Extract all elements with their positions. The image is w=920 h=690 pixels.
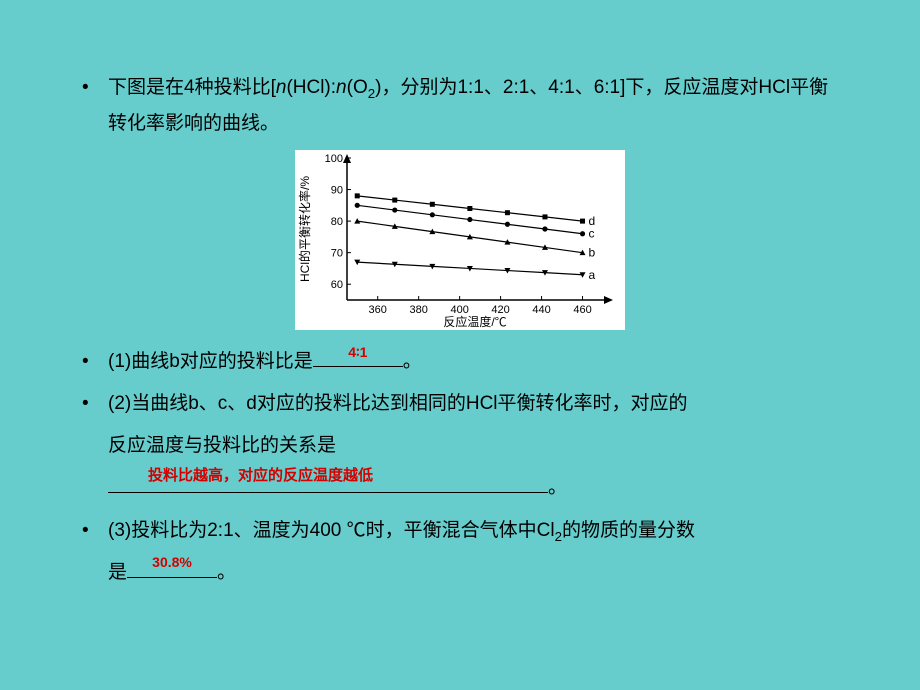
q2-text1: (2)当曲线b、c、d对应的投料比达到相同的HCl平衡转化率时，对应的: [108, 386, 840, 422]
q3-line1: • (3)投料比为2:1、温度为400 ℃时，平衡混合气体中Cl2的物质的量分数: [80, 513, 840, 549]
svg-text:b: b: [589, 246, 596, 260]
svg-text:90: 90: [331, 185, 343, 197]
q2-blank-line: 投料比越高，对应的反应温度越低。: [108, 470, 840, 506]
q2-blank: 投料比越高，对应的反应温度越低: [108, 473, 548, 494]
q2-end: 。: [548, 477, 567, 498]
svg-text:100: 100: [325, 153, 343, 165]
intro-n1: n: [276, 77, 287, 98]
q3-answer: 30.8%: [152, 549, 192, 576]
q1-text: (1)曲线b对应的投料比是4∶1。: [108, 344, 840, 380]
svg-text:460: 460: [573, 304, 591, 316]
svg-text:反应温度/℃: 反应温度/℃: [443, 314, 506, 329]
q3-1b: 的物质的量分数: [562, 520, 695, 541]
intro-1c: (O: [347, 77, 368, 98]
bullet: •: [80, 344, 108, 380]
bullet: •: [80, 513, 108, 549]
q2-answer: 投料比越高，对应的反应温度越低: [148, 462, 373, 491]
q3-sub2: 2: [555, 528, 562, 543]
intro-1b: (HCl):: [286, 77, 336, 98]
line-chart: 60708090100360380400420440460HCl的平衡转化率/%…: [295, 150, 625, 330]
q3-2b: 。: [217, 562, 236, 583]
bullet: •: [80, 386, 108, 422]
svg-text:60: 60: [331, 279, 343, 291]
q3-text1: (3)投料比为2:1、温度为400 ℃时，平衡混合气体中Cl2的物质的量分数: [108, 513, 840, 549]
q2-line1: • (2)当曲线b、c、d对应的投料比达到相同的HCl平衡转化率时，对应的: [80, 386, 840, 422]
q2-l1: (2)当曲线b、c、d对应的投料比达到相同的HCl平衡转化率时，对应的: [108, 393, 688, 414]
q3-1a: (3)投料比为2:1、温度为400 ℃时，平衡混合气体中Cl: [108, 520, 555, 541]
svg-text:440: 440: [532, 304, 550, 316]
q3-blank: 30.8%: [127, 557, 217, 578]
svg-text:380: 380: [410, 304, 428, 316]
svg-text:80: 80: [331, 216, 343, 228]
q1-a: (1)曲线b对应的投料比是: [108, 351, 313, 372]
q2-l2: 反应温度与投料比的关系是: [108, 435, 336, 456]
intro-paragraph: • 下图是在4种投料比[n(HCl):n(O2)，分别为1:1、2:1、4:1、…: [80, 70, 840, 142]
q1-blank: 4∶1: [313, 346, 403, 367]
bullet: •: [80, 70, 108, 106]
svg-text:a: a: [589, 268, 596, 282]
q2-line2: 反应温度与投料比的关系是: [108, 428, 840, 464]
q1-answer: 4∶1: [348, 339, 367, 366]
q1-b: 。: [403, 351, 422, 372]
chart-container: 60708090100360380400420440460HCl的平衡转化率/%…: [80, 150, 840, 330]
q3-2a: 是: [108, 562, 127, 583]
intro-1d: )，分别为1:1、2:1、4:1、6:1]下，反: [375, 77, 682, 98]
svg-text:70: 70: [331, 248, 343, 260]
q1-line: • (1)曲线b对应的投料比是4∶1。: [80, 344, 840, 380]
svg-text:c: c: [589, 227, 595, 241]
svg-text:360: 360: [369, 304, 387, 316]
svg-text:HCl的平衡转化率/%: HCl的平衡转化率/%: [297, 176, 312, 282]
intro-text: 下图是在4种投料比[n(HCl):n(O2)，分别为1:1、2:1、4:1、6:…: [108, 70, 840, 142]
intro-1a: 下图是在4种投料比[: [108, 77, 276, 98]
intro-n2: n: [336, 77, 347, 98]
q3-line2: 是30.8%。: [108, 555, 840, 591]
